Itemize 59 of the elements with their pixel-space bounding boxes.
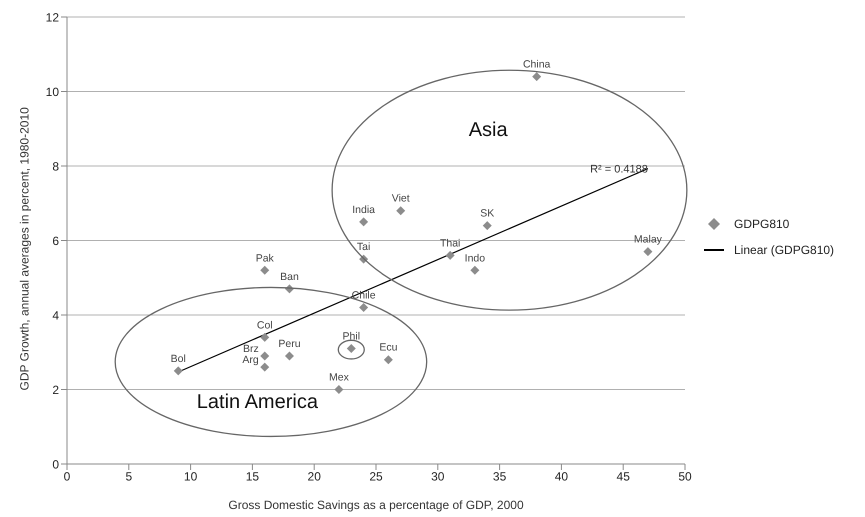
x-tick-label: 30 [431, 470, 445, 484]
point [260, 351, 270, 360]
y-tick-label: 6 [52, 234, 60, 248]
annotation: Bol [170, 352, 186, 365]
point [359, 303, 368, 312]
point [284, 351, 294, 360]
legend-label: Linear (GDPG810) [734, 242, 834, 256]
x-tick-label: 10 [184, 470, 198, 484]
annotation: Latin America [196, 391, 319, 414]
x-tick-label: 5 [125, 470, 132, 484]
x-tick-label: 0 [64, 470, 71, 484]
point [174, 366, 183, 376]
annotation: Brz [243, 342, 259, 355]
x-tick-label: 45 [616, 470, 630, 484]
point [470, 266, 480, 275]
x-tick-label: 25 [369, 470, 383, 484]
point [359, 217, 368, 226]
annotation: Col [256, 319, 273, 332]
annotation: Thai [440, 237, 460, 250]
y-tick-label: 10 [46, 84, 60, 99]
y-tick-label: 8 [52, 159, 60, 174]
annotation: India [352, 204, 376, 216]
annotation: Arg [242, 354, 259, 366]
point [482, 221, 492, 230]
annotation: Tai [356, 241, 370, 254]
x-tick-label: 50 [678, 470, 692, 484]
annotation: Indo [464, 252, 486, 264]
y-tick-label: 12 [46, 10, 60, 24]
annotation: China [522, 58, 551, 71]
annotation: Ban [280, 270, 299, 283]
point [334, 385, 344, 394]
annotation: Ecu [379, 342, 398, 354]
point [384, 355, 393, 364]
annotation: Peru [278, 338, 301, 350]
y-tick-label: 4 [52, 308, 60, 322]
annotation: R² = 0.4188 [590, 164, 648, 176]
point [260, 332, 270, 342]
x-tick-label: 15 [246, 470, 260, 484]
point [260, 362, 270, 372]
annotation: Mex [329, 372, 350, 384]
y-tick-label: 0 [52, 457, 60, 472]
annotation: Asia [468, 119, 508, 142]
annotation: Pak [256, 252, 275, 264]
y-axis-title: GDP Growth, annual averages in percent, 1980-2010 [17, 106, 32, 390]
annotation: Viet [392, 192, 410, 205]
x-tick-label: 20 [308, 470, 322, 484]
point [446, 250, 455, 260]
annotation: SK [480, 208, 494, 220]
x-tick-label: 35 [492, 470, 507, 484]
legend-label: GDPG810 [734, 216, 790, 230]
y-tick-label: 2 [52, 382, 60, 397]
point [260, 266, 270, 275]
x-tick-label: 40 [554, 470, 568, 484]
x-axis-title: Gross Domestic Savings as a percentage of GDP, 2000 [228, 498, 524, 512]
annotation: Phil [342, 330, 360, 343]
point [532, 72, 542, 82]
point [643, 247, 652, 256]
point [396, 206, 406, 216]
annotation: Malay [634, 234, 663, 246]
